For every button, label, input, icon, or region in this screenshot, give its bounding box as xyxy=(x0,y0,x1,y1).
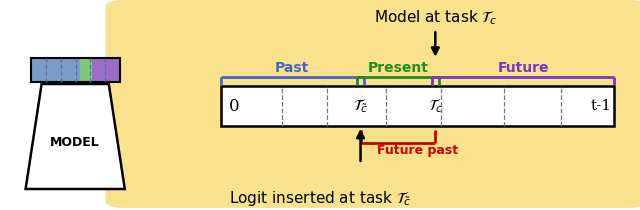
FancyBboxPatch shape xyxy=(221,86,614,126)
Text: t-1: t-1 xyxy=(590,99,611,113)
Text: Future past: Future past xyxy=(376,144,458,157)
Text: Model at task $\mathcal{T}_c$: Model at task $\mathcal{T}_c$ xyxy=(374,8,497,27)
FancyBboxPatch shape xyxy=(106,0,640,208)
Text: $\mathcal{T}_{c}$: $\mathcal{T}_{c}$ xyxy=(428,97,443,115)
FancyBboxPatch shape xyxy=(92,58,120,82)
Text: 0: 0 xyxy=(229,98,240,114)
FancyBboxPatch shape xyxy=(31,58,80,82)
Text: $\mathcal{T}_{\tilde{c}}$: $\mathcal{T}_{\tilde{c}}$ xyxy=(353,97,369,115)
Polygon shape xyxy=(26,84,125,189)
FancyBboxPatch shape xyxy=(80,58,92,82)
Text: Logit inserted at task $\mathcal{T}_{\tilde{c}}$: Logit inserted at task $\mathcal{T}_{\ti… xyxy=(228,189,412,208)
Text: Past: Past xyxy=(275,60,309,75)
Text: Future: Future xyxy=(497,60,549,75)
Text: Present: Present xyxy=(367,60,428,75)
Text: MODEL: MODEL xyxy=(51,136,100,149)
